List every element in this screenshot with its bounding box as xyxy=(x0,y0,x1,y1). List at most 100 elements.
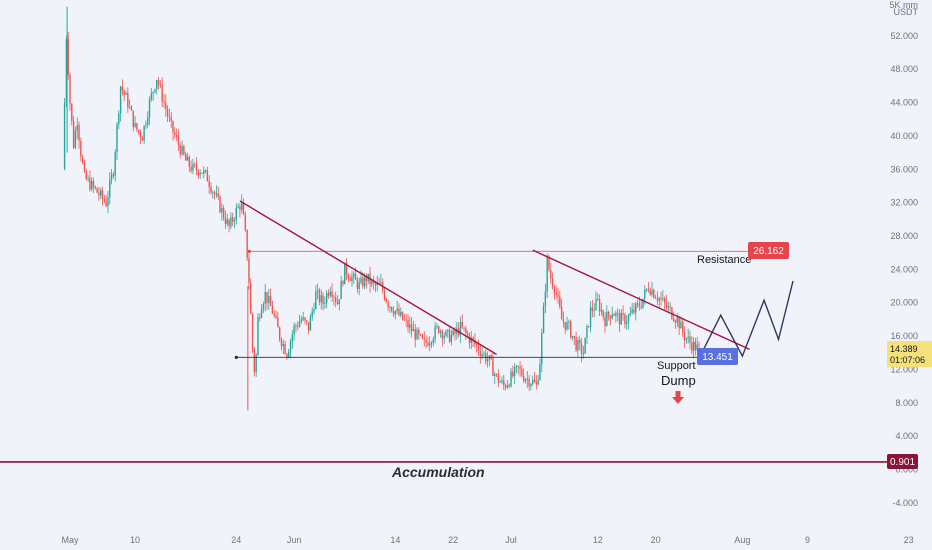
candle-body xyxy=(262,304,265,310)
candle-body xyxy=(387,301,389,308)
candle-body xyxy=(389,306,391,308)
candle-body xyxy=(544,291,547,306)
candle-body xyxy=(503,380,505,386)
candle-body xyxy=(295,325,297,327)
candle-body xyxy=(687,336,689,339)
candle-body xyxy=(588,326,590,327)
candle-body xyxy=(322,295,324,304)
candle-body xyxy=(94,186,97,189)
price-axis[interactable]: 5K mm USDT 52.000 48.000 44.000 40.000 36.00… xyxy=(889,0,918,508)
candle-body xyxy=(447,329,449,332)
candle-body xyxy=(497,374,500,383)
candle-body xyxy=(673,318,675,322)
trendline xyxy=(239,200,497,356)
candle-body xyxy=(163,101,165,103)
candle-body xyxy=(338,299,341,305)
candle-body xyxy=(598,299,601,312)
y-tick-label: 8.000 xyxy=(895,398,918,408)
resistance-label: Resistance xyxy=(697,254,751,266)
candle-body xyxy=(206,170,209,182)
candle-body xyxy=(181,146,183,155)
candle-body xyxy=(452,330,454,336)
candle-body xyxy=(98,192,100,196)
candle-body xyxy=(197,170,200,175)
candle-body xyxy=(311,311,313,317)
candle-body xyxy=(154,89,156,92)
candle-body xyxy=(642,298,644,308)
candle-body xyxy=(627,315,630,323)
candle-body xyxy=(564,322,566,330)
candle-body xyxy=(416,329,418,340)
candle-body xyxy=(130,106,133,111)
candle-body xyxy=(110,174,113,180)
candle-body xyxy=(465,328,467,333)
candle-body xyxy=(635,303,637,313)
candle-body xyxy=(640,306,642,308)
candle-body xyxy=(78,125,80,141)
candle-body xyxy=(255,354,257,372)
candle-body xyxy=(696,344,698,351)
candle-body xyxy=(405,319,407,321)
candle-body xyxy=(542,305,545,333)
resistance-tag[interactable]: 26.162 xyxy=(748,242,789,259)
candle-body xyxy=(522,375,525,381)
candle-body xyxy=(418,329,420,335)
candle-body xyxy=(380,282,382,284)
candle-body xyxy=(392,311,395,315)
candle-body xyxy=(430,342,433,344)
support-tag[interactable]: 13.451 xyxy=(697,348,738,365)
candle-body xyxy=(71,103,73,122)
candle-body xyxy=(428,343,431,346)
drawings-layer xyxy=(0,200,887,463)
candle-body xyxy=(210,186,212,193)
arrow-shaft xyxy=(675,391,681,397)
y-tick-label: 32.000 xyxy=(890,198,918,208)
candle-body xyxy=(325,293,328,303)
accumulation-tag[interactable]: 0.901 xyxy=(887,454,918,469)
candle-body xyxy=(239,206,241,210)
candle-body xyxy=(615,312,617,316)
candle-body xyxy=(288,351,290,358)
candle-body xyxy=(486,359,489,362)
candle-body xyxy=(445,331,447,336)
candle-body xyxy=(309,316,312,331)
candle-body xyxy=(463,327,465,329)
x-tick-label: 14 xyxy=(390,535,400,545)
x-tick-label: Jul xyxy=(505,535,517,545)
candle-body xyxy=(250,282,252,314)
candles-layer xyxy=(63,6,700,411)
candle-body xyxy=(107,197,109,207)
candle-body xyxy=(100,190,102,196)
candle-body xyxy=(222,207,225,219)
candle-body xyxy=(168,116,171,118)
y-ticks: 52.000 48.000 44.000 40.000 36.000 32.000 28.0… xyxy=(890,31,918,508)
candle-body xyxy=(186,156,189,161)
candle-body xyxy=(624,314,626,325)
candle-body xyxy=(219,196,221,213)
last-price-tag[interactable]: 14.389 01:07:06 xyxy=(887,341,932,367)
candle-body xyxy=(331,291,333,297)
candle-body xyxy=(669,306,671,308)
candle-body xyxy=(244,214,247,230)
candle-body xyxy=(645,289,648,290)
currency-line-2: USDT xyxy=(894,7,919,17)
candle-body xyxy=(203,170,205,174)
candle-body xyxy=(300,319,303,322)
candle-body xyxy=(528,378,530,387)
candle-body xyxy=(663,298,666,303)
candle-body xyxy=(354,273,357,280)
candle-body xyxy=(611,314,613,319)
candle-body xyxy=(638,303,641,307)
candle-body xyxy=(315,291,317,310)
candle-body xyxy=(224,218,227,224)
candle-body xyxy=(609,315,612,319)
candle-body xyxy=(692,341,695,351)
candle-body xyxy=(166,109,169,117)
candle-body xyxy=(329,291,331,296)
candle-body xyxy=(555,292,557,295)
time-axis[interactable]: May 10 24 Jun 14 22 Jul 12 20 Aug 9 23 xyxy=(61,535,913,545)
candle-body xyxy=(427,342,429,346)
candle-body xyxy=(557,294,559,297)
candle-body xyxy=(698,344,700,346)
